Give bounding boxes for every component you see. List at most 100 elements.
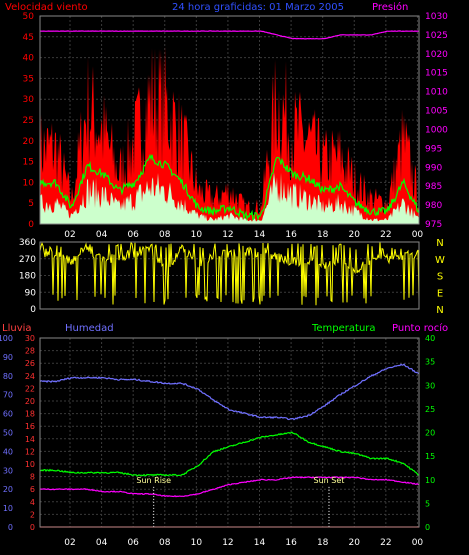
wind-tick-label: 40 [23,54,35,64]
bottom-x-tick-label: 22 [380,538,391,548]
wind-x-tick-label: 16 [285,230,297,240]
humidity-tick-label: 30 [3,466,13,475]
pressure-tick-label: 1010 [425,88,448,98]
humidity-label: Humedad [65,323,114,334]
humidity-tick-label: 60 [3,410,13,419]
wind-direction-line [39,241,420,306]
humidity-tick-label: 80 [3,372,13,381]
direction-tick-label: 360 [19,238,36,248]
temperature-line [39,431,420,477]
pressure-tick-label: 980 [425,201,442,211]
dewpoint-label: Punto rocío [392,322,448,334]
temperature-tick-label: 5 [425,499,430,508]
compass-letter: E [437,288,443,299]
direction-tick-label: 0 [30,305,36,315]
wind-speed-label: Velocidad viento [5,2,88,13]
wind-tick-label: 20 [23,137,35,147]
pressure-label: Presión [372,1,408,13]
rain-tick-label: 16 [25,422,35,431]
pressure-tick-label: 1005 [425,107,448,117]
bottom-x-tick-label: 18 [317,538,329,548]
wind-tick-label: 15 [23,158,34,168]
wind-x-tick-label: 00 [412,230,424,240]
rain-tick-label: 2 [30,510,35,519]
rain-tick-label: 8 [30,473,35,482]
bottom-x-tick-label: 06 [127,538,139,548]
pressure-tick-label: 1015 [425,69,448,79]
bottom-x-tick-label: 10 [191,538,203,548]
direction-tick-label: 90 [25,288,37,298]
bottom-x-tick-label: 04 [96,538,108,548]
wind-tick-label: 0 [28,220,34,230]
bottom-plot-frame [39,337,420,528]
wind-tick-label: 50 [23,12,35,22]
wind-x-tick-label: 06 [127,230,139,240]
temperature-tick-label: 20 [425,429,435,438]
rain-tick-label: 10 [25,460,35,469]
bottom-x-tick-label: 14 [254,538,266,548]
rain-tick-label: 24 [25,372,35,381]
pressure-tick-label: 1000 [425,125,448,135]
humidity-line [39,363,420,421]
wind-tick-label: 30 [23,95,35,105]
rain-tick-label: 4 [30,498,35,507]
pressure-tick-label: 990 [425,163,442,173]
wind-x-tick-label: 22 [380,230,391,240]
direction-plot-frame [39,241,420,310]
bottom-x-tick-label: 20 [349,538,361,548]
wind-x-tick-label: 12 [222,230,233,240]
wind-low-area [40,172,419,224]
chart-title: 24 hora graficidas: 01 Marzo 2005 [172,2,344,13]
pressure-tick-label: 995 [425,144,442,154]
rain-tick-label: 6 [30,485,35,494]
wind-x-tick-label: 10 [191,230,203,240]
rain-tick-label: 0 [30,523,35,532]
wind-x-tick-label: 08 [159,230,171,240]
bottom-x-tick-label: 00 [412,538,424,548]
rain-tick-label: 14 [25,435,35,444]
wind-x-tick-label: 04 [96,230,108,240]
bottom-x-tick-label: 12 [222,538,233,548]
direction-tick-label: 270 [19,255,36,265]
humidity-tick-label: 0 [8,523,13,532]
temperature-tick-label: 0 [425,523,430,532]
temperature-tick-label: 40 [425,334,435,343]
humidity-tick-label: 40 [3,447,13,456]
rain-tick-label: 30 [25,334,35,343]
wind-plot-frame [39,15,420,225]
compass-letter: N [436,305,443,316]
wind-tick-label: 25 [23,116,34,126]
rain-tick-label: 28 [25,347,35,356]
rain-tick-label: 26 [25,359,35,368]
bottom-x-tick-label: 08 [159,538,171,548]
sunset-label: Sun Set [314,476,345,485]
wind-x-tick-label: 02 [64,230,75,240]
wind-tick-label: 5 [28,199,34,209]
humidity-tick-label: 70 [3,391,13,400]
humidity-tick-label: 100 [0,334,13,343]
pressure-line [39,30,420,40]
bottom-x-tick-label: 16 [285,538,297,548]
wind-x-tick-label: 20 [349,230,361,240]
humidity-tick-label: 50 [3,429,13,438]
rain-label: Lluvia [2,323,32,334]
temperature-tick-label: 10 [425,476,435,485]
wind-tick-label: 10 [23,178,35,188]
rain-tick-label: 20 [25,397,35,406]
temperature-tick-label: 35 [425,358,435,367]
wind-average-line [39,153,420,222]
temperature-tick-label: 30 [425,381,435,390]
humidity-tick-label: 10 [3,504,13,513]
rain-tick-label: 22 [25,384,35,393]
wind-x-tick-label: 14 [254,230,266,240]
rain-tick-label: 12 [25,447,35,456]
pressure-tick-label: 985 [425,182,442,192]
compass-letter: N [436,238,443,249]
humidity-tick-label: 20 [3,485,13,494]
sunrise-label: Sun Rise [136,476,171,485]
pressure-tick-label: 1020 [425,50,448,60]
rain-tick-label: 18 [25,410,35,419]
temperature-tick-label: 25 [425,405,435,414]
